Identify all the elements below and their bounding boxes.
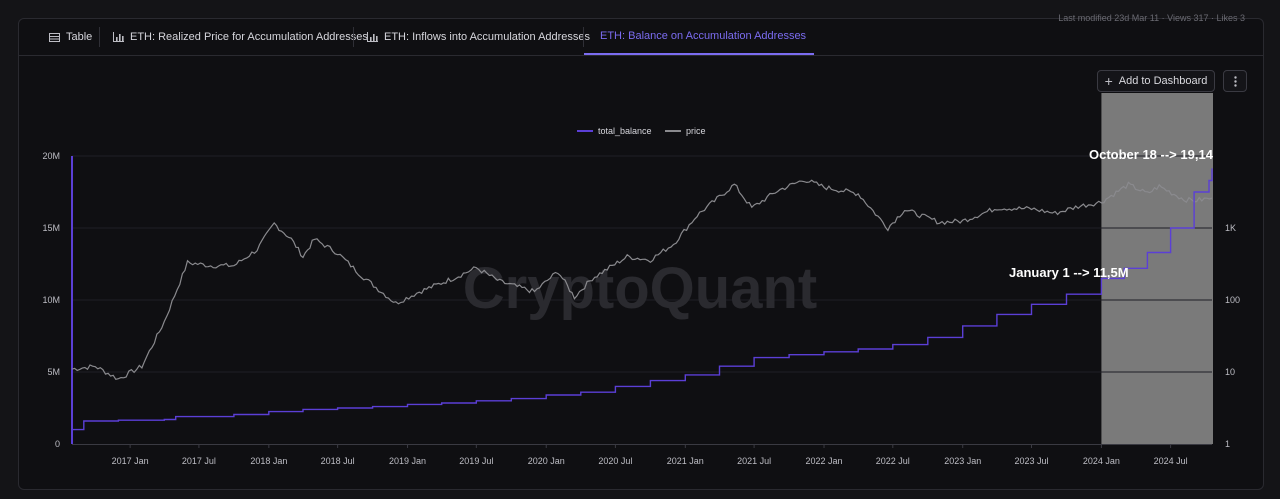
x-tick-label: 2024 Jul bbox=[1154, 456, 1188, 466]
tab-realized-price[interactable]: ETH: Realized Price for Accumulation Add… bbox=[103, 19, 378, 55]
tab-label: ETH: Realized Price for Accumulation Add… bbox=[130, 30, 368, 43]
tab-label: Table bbox=[66, 30, 93, 43]
annotation-october: October 18 --> 19,14 bbox=[1089, 147, 1214, 162]
x-tick-label: 2018 Jul bbox=[321, 456, 355, 466]
chart-icon bbox=[113, 32, 124, 42]
y-right-tick-label: 1 bbox=[1225, 439, 1230, 449]
add-to-dashboard-label: Add to Dashboard bbox=[1118, 75, 1208, 87]
legend-label-price: price bbox=[686, 126, 706, 136]
x-tick-label: 2021 Jul bbox=[737, 456, 771, 466]
tab-divider bbox=[583, 27, 584, 47]
tab-inflows[interactable]: ETH: Inflows into Accumulation Addresses bbox=[357, 19, 600, 55]
tab-balance[interactable]: ETH: Balance on Accumulation Addresses bbox=[584, 19, 814, 55]
x-tick-label: 2018 Jan bbox=[250, 456, 287, 466]
y-left-tick-label: 15M bbox=[42, 223, 60, 233]
series-total-balance-line bbox=[72, 168, 1213, 431]
x-tick-label: 2023 Jan bbox=[944, 456, 981, 466]
x-tick-label: 2017 Jul bbox=[182, 456, 216, 466]
add-to-dashboard-button[interactable]: + Add to Dashboard bbox=[1097, 70, 1215, 92]
chart-panel: Last modified 23d Mar 11 · Views 317 · L… bbox=[18, 13, 1264, 490]
more-options-button[interactable] bbox=[1223, 70, 1247, 92]
x-tick-label: 2019 Jan bbox=[389, 456, 426, 466]
more-vertical-icon bbox=[1233, 75, 1237, 87]
tab-divider bbox=[99, 27, 100, 47]
x-tick-label: 2022 Jul bbox=[876, 456, 910, 466]
y-right-tick-label: 100 bbox=[1225, 295, 1240, 305]
y-right-tick-label: 10 bbox=[1225, 367, 1235, 377]
x-tick-label: 2022 Jan bbox=[805, 456, 842, 466]
x-tick-label: 2021 Jan bbox=[667, 456, 704, 466]
y-left-tick-label: 20M bbox=[42, 151, 60, 161]
legend-label-total-balance: total_balance bbox=[598, 126, 652, 136]
top-meta: Last modified 23d Mar 11 · Views 317 · L… bbox=[1058, 13, 1245, 23]
tab-label: ETH: Inflows into Accumulation Addresses bbox=[384, 30, 591, 43]
x-tick-label: 2024 Jan bbox=[1083, 456, 1120, 466]
tab-divider bbox=[353, 27, 354, 47]
x-tick-label: 2019 Jul bbox=[459, 456, 493, 466]
plus-icon: + bbox=[1104, 73, 1113, 89]
y-left-tick-label: 5M bbox=[47, 367, 60, 377]
y-left-tick-label: 10M bbox=[42, 295, 60, 305]
x-tick-label: 2017 Jan bbox=[112, 456, 149, 466]
x-tick-label: 2023 Jul bbox=[1014, 456, 1048, 466]
chart-icon bbox=[367, 32, 378, 42]
x-tick-label: 2020 Jul bbox=[598, 456, 632, 466]
tab-table[interactable]: Table bbox=[39, 19, 102, 55]
tab-label: ETH: Balance on Accumulation Addresses bbox=[600, 29, 807, 42]
x-tick-label: 2020 Jan bbox=[528, 456, 565, 466]
tab-bar: Table ETH: Realized Price for Accumulati… bbox=[19, 19, 1263, 56]
annotation-january: January 1 --> 11,5M bbox=[1009, 265, 1129, 280]
highlight-band bbox=[1101, 93, 1213, 444]
watermark: CryptoQuant bbox=[463, 256, 817, 321]
y-right-tick-label: 1K bbox=[1225, 223, 1236, 233]
table-icon bbox=[49, 32, 60, 42]
y-left-tick-label: 0 bbox=[55, 439, 60, 449]
series-price-line bbox=[71, 179, 1213, 380]
